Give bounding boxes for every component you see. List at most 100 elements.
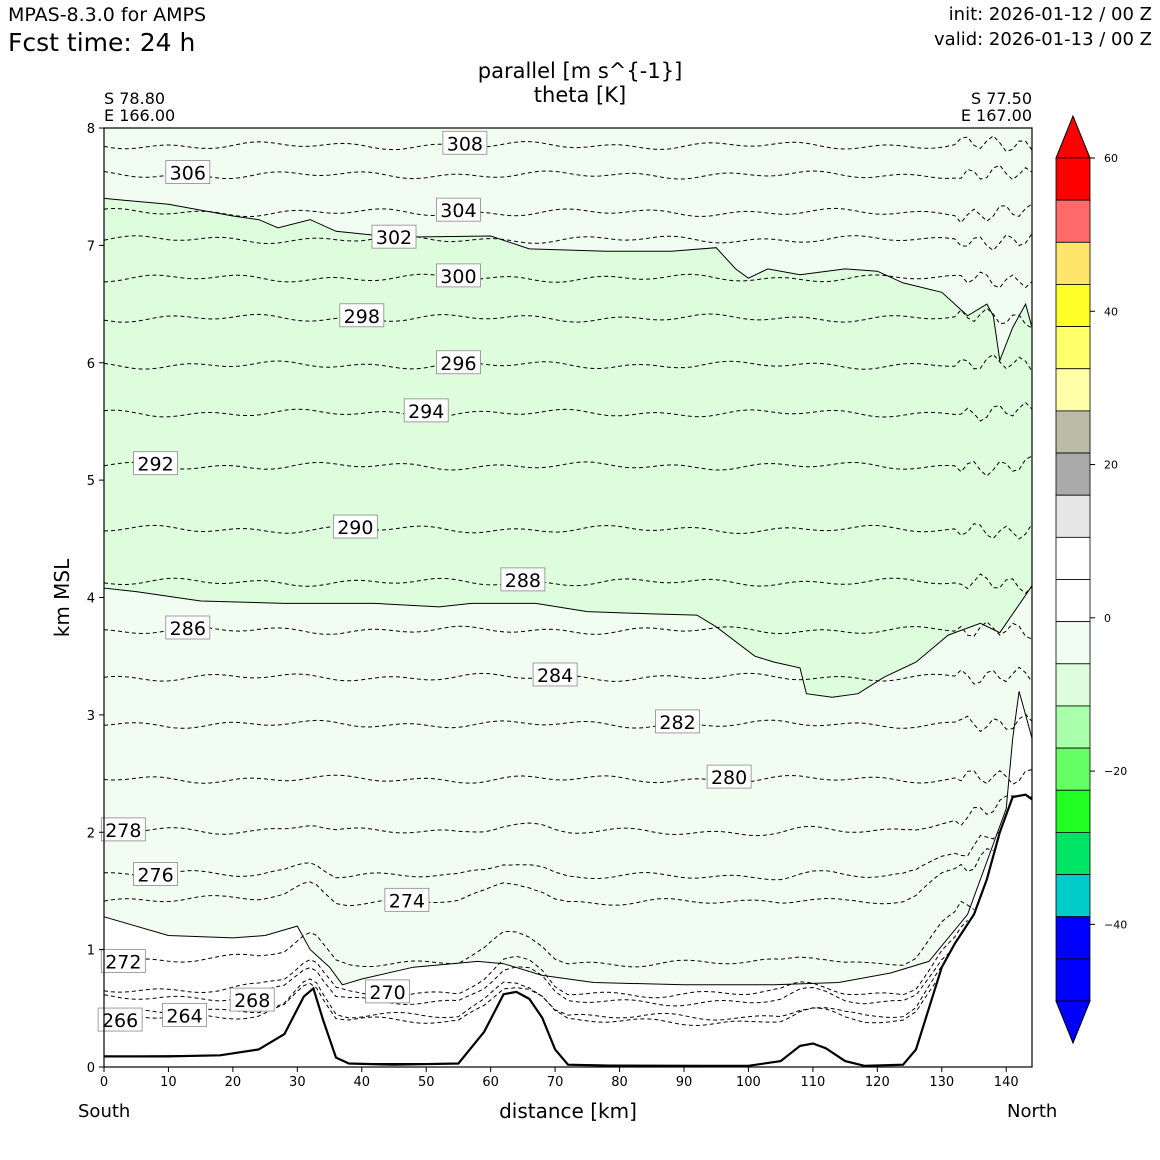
colorbar-tick-label-0: 0 (1104, 612, 1111, 625)
theta-isentrope-276 (103, 829, 1001, 881)
colorbar-tick-label-20: 20 (1104, 459, 1118, 472)
theta-label-box-274 (384, 887, 430, 912)
colorbar-segment-6 (1055, 410, 1091, 454)
theta-label-box-292 (133, 451, 178, 476)
theta-label-272: 272 (105, 951, 141, 973)
theta-isentrope-302 (103, 233, 1033, 252)
y-tick-label-5: 5 (87, 474, 95, 489)
theta-isentrope-284 (103, 666, 1033, 685)
theta-label-294: 294 (408, 401, 444, 423)
theta-isentrope-282 (103, 713, 1033, 733)
left-endpoint-lat: S 78.80 (104, 89, 166, 108)
colorbar-tick-label--40: −40 (1104, 918, 1127, 931)
theta-label-box-284 (532, 662, 578, 687)
colorbar-segment-16 (1055, 832, 1091, 875)
theta-label-300: 300 (440, 266, 476, 288)
theta-isentrope-306 (103, 164, 1033, 181)
theta-label-266: 266 (102, 1010, 138, 1032)
colorbar-tick-label-40: 40 (1104, 305, 1118, 318)
init-time: init: 2026-01-12 / 00 Z (948, 4, 1152, 25)
theta-isentrope-274 (103, 848, 994, 907)
model-name: MPAS-8.3.0 for AMPS (8, 4, 207, 26)
colorbar-segment-17 (1055, 874, 1091, 918)
y-tick-label-2: 2 (87, 826, 95, 841)
colorbar-segment-19 (1055, 958, 1091, 1002)
colorbar-segment-11 (1055, 621, 1091, 665)
x-tick-label-70: 70 (547, 1075, 564, 1090)
theta-label-box-272 (100, 948, 146, 973)
theta-label-box-296 (436, 350, 481, 375)
theta-label-box-266 (97, 1007, 143, 1032)
colorbar-segment-0 (1055, 157, 1091, 201)
colorbar-tick-label-60: 60 (1104, 152, 1118, 165)
chart-subtitle: theta [K] (533, 83, 627, 107)
chart-title: parallel [m s^{-1}] (477, 59, 683, 83)
x-tick-label-10: 10 (160, 1075, 177, 1090)
theta-label-box-304 (436, 197, 481, 222)
theta-label-box-264 (162, 1002, 207, 1027)
theta-isentrope-278 (103, 795, 1033, 837)
colorbar-segment-10 (1055, 579, 1091, 623)
theta-label-286: 286 (170, 618, 206, 640)
x-tick-label-40: 40 (354, 1075, 371, 1090)
theta-label-box-300 (436, 263, 481, 288)
colorbar-segment-12 (1055, 663, 1091, 707)
theta-label-box-270 (365, 979, 410, 1004)
theta-label-box-290 (332, 514, 378, 539)
x-tick-label-120: 120 (865, 1075, 890, 1090)
x-tick-label-80: 80 (611, 1075, 628, 1090)
theta-isentrope-290 (103, 523, 1033, 540)
right-endpoint-lon: E 167.00 (960, 106, 1032, 125)
theta-label-box-298 (339, 303, 385, 328)
left-endpoint-lon: E 166.00 (104, 106, 176, 125)
theta-label-274: 274 (389, 890, 425, 912)
theta-label-box-278 (100, 817, 146, 842)
colorbar-segment-8 (1055, 494, 1091, 538)
y-tick-label-8: 8 (87, 122, 95, 137)
theta-isentrope-270 (103, 920, 968, 999)
theta-label-280: 280 (711, 767, 747, 789)
x-tick-label-130: 130 (929, 1075, 954, 1090)
x-tick-label-140: 140 (994, 1075, 1019, 1090)
x-tick-label-60: 60 (482, 1075, 499, 1090)
colorbar-segment-5 (1055, 368, 1091, 412)
x-tick-label-110: 110 (800, 1075, 825, 1090)
theta-label-box-294 (403, 398, 449, 423)
theta-isentrope-292 (103, 455, 1033, 477)
south-label: South (78, 1101, 131, 1122)
x-tick-label-100: 100 (736, 1075, 761, 1090)
x-tick-label-90: 90 (676, 1075, 693, 1090)
theta-isentrope-308 (103, 135, 1033, 153)
theta-label-268: 268 (234, 990, 270, 1012)
theta-label-box-288 (500, 567, 546, 592)
theta-isentrope-286 (103, 621, 1033, 640)
theta-isentrope-272 (103, 900, 975, 968)
x-tick-label-20: 20 (225, 1075, 242, 1090)
theta-label-278: 278 (105, 820, 141, 842)
theta-label-304: 304 (440, 200, 476, 222)
theta-label-box-308 (442, 130, 488, 155)
theta-label-290: 290 (337, 517, 373, 539)
colorbar-bottom-extend (1055, 1000, 1091, 1045)
theta-label-box-282 (655, 709, 700, 734)
theta-label-298: 298 (344, 306, 380, 328)
theta-label-308: 308 (447, 133, 483, 155)
theta-label-288: 288 (505, 570, 541, 592)
x-axis-label: distance [km] (499, 1099, 637, 1123)
theta-isentrope-298 (103, 307, 1033, 329)
valid-time: valid: 2026-01-13 / 00 Z (934, 29, 1152, 50)
y-tick-label-3: 3 (87, 709, 95, 724)
theta-label-302: 302 (376, 227, 412, 249)
colorbar-top-extend (1055, 114, 1091, 159)
theta-isentrope-294 (103, 401, 1033, 422)
theta-label-box-268 (229, 987, 275, 1012)
colorbar-segment-14 (1055, 747, 1091, 791)
theta-isentrope-264 (103, 965, 943, 1021)
theta-isentrope-296 (103, 353, 1033, 372)
theta-label-276: 276 (137, 865, 173, 887)
y-tick-label-1: 1 (87, 944, 95, 959)
theta-isentrope-304 (103, 203, 1033, 224)
y-tick-label-6: 6 (87, 357, 95, 372)
theta-label-306: 306 (170, 163, 206, 185)
theta-label-box-276 (133, 862, 178, 886)
